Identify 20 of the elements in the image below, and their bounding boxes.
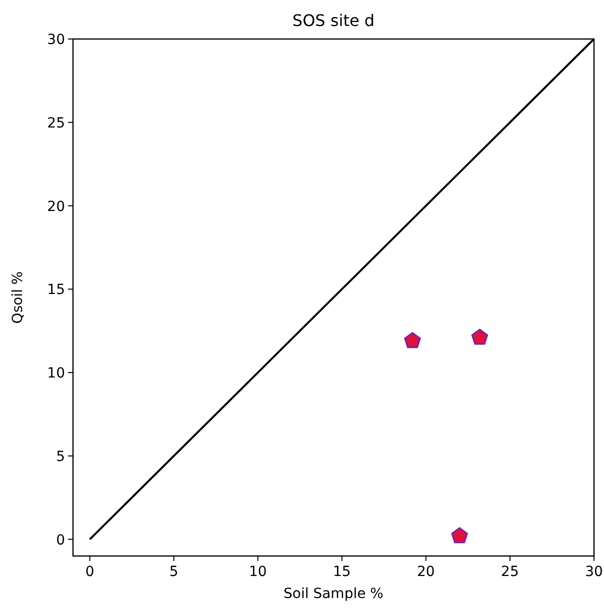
y-tick-label: 25 (47, 115, 65, 132)
x-tick-label: 30 (585, 564, 603, 580)
y-tick-label: 5 (56, 448, 65, 465)
x-tick-label: 10 (248, 564, 267, 580)
x-tick-label: 20 (417, 564, 435, 580)
y-tick-label: 0 (56, 532, 65, 548)
y-tick-label: 30 (47, 32, 65, 48)
x-tick-label: 25 (501, 564, 519, 580)
point (471, 328, 488, 345)
y-axis-title: Qsoil % (10, 271, 26, 324)
y-tick-label: 20 (47, 198, 65, 215)
x-tick-label: 5 (169, 564, 178, 580)
point (404, 332, 421, 348)
x-tick-label: 15 (332, 564, 351, 580)
x-axis-title: Soil Sample % (284, 586, 384, 602)
y-tick-label: 10 (47, 366, 65, 382)
y-tick-label: 15 (47, 282, 65, 298)
point (451, 527, 468, 544)
chart-title: SOS site d (292, 11, 375, 30)
x-tick-label: 0 (85, 564, 94, 580)
